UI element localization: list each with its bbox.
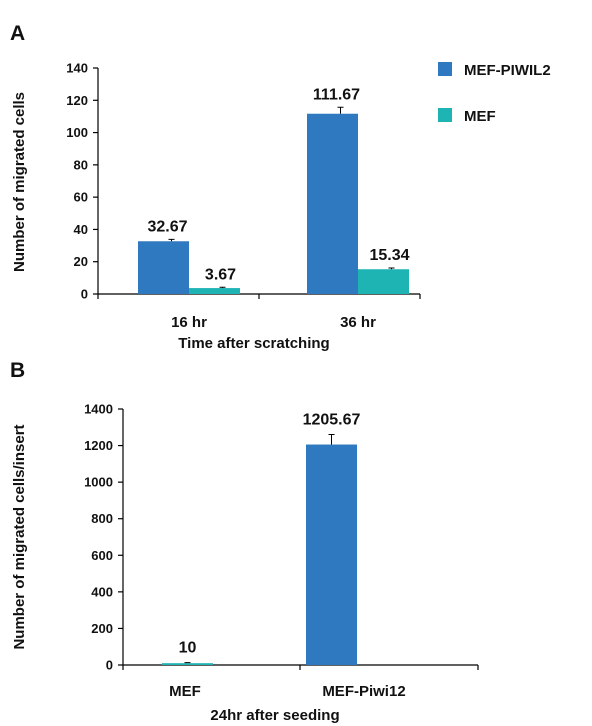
panel-b-category-mef-piwi12: MEF-Piwi12: [322, 683, 405, 700]
legend-swatch-mef-piwil2: [438, 62, 452, 76]
panel-b-category-labels: MEF MEF-Piwi12: [169, 683, 406, 700]
panel-b-y-axis-title: Number of migrated cells/insert: [11, 424, 28, 649]
panel-a-data-label-mef-16-hr: 3.67: [205, 266, 236, 283]
panel-a-y-axis-title: Number of migrated cells: [11, 92, 28, 272]
panel-a-error-bars: [168, 106, 395, 289]
legend-swatch-mef: [438, 108, 452, 122]
panel-b-bars: [162, 444, 357, 665]
panel-a-y-tick-label-100: 100: [66, 125, 88, 140]
panel-b-y-tick-label-800: 800: [91, 511, 113, 526]
panel-b-y-tick-label-400: 400: [91, 584, 113, 599]
panel-a-y-tick-label-140: 140: [66, 61, 88, 76]
panel-a-error-mef-piwil2-16-hr: [168, 238, 175, 242]
panel-a-data-label-mef-piwil2-16-hr: 32.67: [147, 218, 187, 235]
panel-a-legend: MEF-PIWIL2 MEF: [438, 62, 551, 125]
panel-a-y-tick-label-120: 120: [66, 93, 88, 108]
panel-b-bar-mef: [162, 663, 213, 665]
panel-b-data-labels: 10 1205.67: [179, 411, 361, 656]
panel-b-label: B: [10, 359, 25, 382]
panel-a-bar-mef-piwil2-36-hr: [307, 113, 358, 294]
panel-b-y-tick-label-1200: 1200: [84, 438, 113, 453]
legend-label-mef-piwil2: MEF-PIWIL2: [464, 62, 551, 79]
panel-a-y-tick-label-20: 20: [74, 254, 88, 269]
panel-b-y-tick-label-0: 0: [106, 658, 113, 673]
panel-b-data-label-mef: 10: [179, 640, 197, 657]
panel-b-y-tick-label-1400: 1400: [84, 402, 113, 417]
panel-a-error-mef-piwil2-36-hr: [337, 106, 344, 114]
panel-b-axes: [122, 409, 479, 670]
panel-a-y-tick-label-60: 60: [74, 190, 88, 205]
panel-b-error-mef-piwi12: [328, 433, 335, 445]
legend-label-mef: MEF: [464, 108, 496, 125]
panel-a-y-tick-label-0: 0: [81, 287, 88, 302]
panel-b: B Number of migrated cells/insert 24hr a…: [10, 359, 479, 724]
panel-b-y-tick-label-1000: 1000: [84, 475, 113, 490]
panel-a-label: A: [10, 22, 25, 45]
panel-b-error-mef: [184, 662, 191, 664]
panel-a-data-labels: 32.67 3.67 111.67 15.34: [147, 86, 409, 283]
panel-b-data-label-mef-piwi12: 1205.67: [303, 411, 361, 428]
panel-a-category-36-hr: 36 hr: [340, 314, 376, 331]
panel-b-y-tick-label-200: 200: [91, 621, 113, 636]
panel-a-data-label-mef-36-hr: 15.34: [369, 247, 409, 264]
panel-a-data-label-mef-piwil2-36-hr: 111.67: [313, 86, 360, 103]
panel-a-error-mef-36-hr: [388, 267, 395, 270]
panel-a-error-mef-16-hr: [219, 286, 226, 289]
panel-a-category-16-hr: 16 hr: [171, 314, 207, 331]
panel-a-y-tick-label-40: 40: [74, 222, 88, 237]
panel-a: A Number of migrated cells Time after sc…: [10, 22, 551, 352]
panel-b-y-tick-label-600: 600: [91, 548, 113, 563]
panel-a-bar-mef-36-hr: [358, 269, 409, 294]
panel-a-x-axis-title: Time after scratching: [178, 335, 329, 352]
panel-b-error-bars: [184, 433, 335, 664]
panel-a-y-ticks: 0 20 40 60 80 100 120 140: [66, 61, 98, 302]
panel-b-y-ticks: 0 200 400 600 800 1000 1200 1400: [84, 402, 123, 673]
panel-a-bars: [138, 113, 409, 294]
panel-b-bar-mef-piwi12: [306, 444, 357, 665]
panel-a-bar-mef-piwil2-16-hr: [138, 241, 189, 294]
panel-b-category-mef: MEF: [169, 683, 201, 700]
panel-b-x-axis-title: 24hr after seeding: [210, 707, 339, 724]
panel-a-category-labels: 16 hr 36 hr: [171, 314, 376, 331]
panel-a-bar-mef-16-hr: [189, 288, 240, 294]
panel-a-y-tick-label-80: 80: [74, 157, 88, 172]
